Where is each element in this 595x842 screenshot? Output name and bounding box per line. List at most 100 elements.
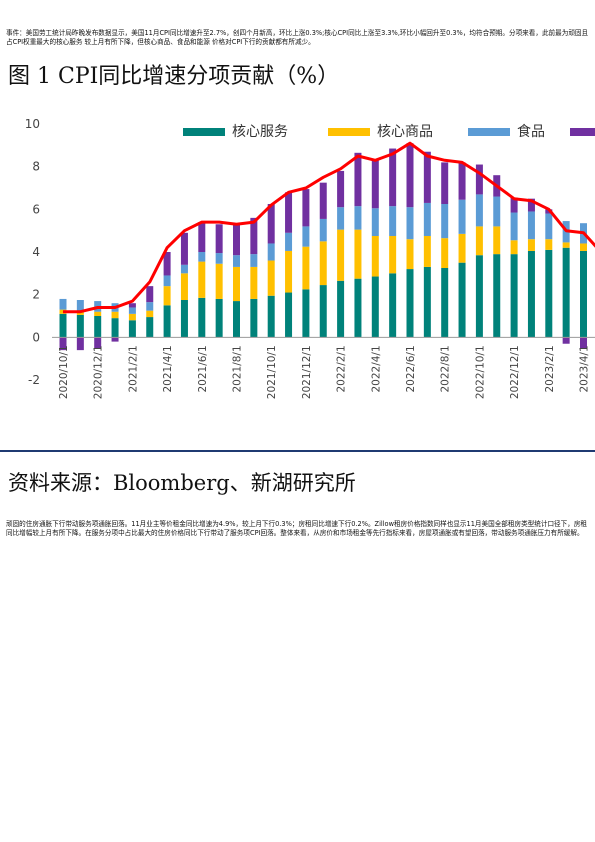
bar-core_services [59,313,67,338]
bar-food [337,207,345,230]
stacked-bar-chart: -2 0 2 4 6 8 10 2020/10/1 2020/12/1 2021/2/1 2021… [0,108,595,458]
bar-food [198,252,206,262]
figure-title: 图 1 CPI同比增速分项贡献（%） [8,64,340,89]
source-note: 资料来源：Bloomberg、新湖研究所 [8,471,356,495]
bar-core_goods [285,250,293,293]
bar-core_goods [128,313,136,321]
cpi-line [63,141,595,314]
x-tick-label: 2021/2/1 [127,345,139,392]
bar-core_services [545,249,553,338]
bar-core_services [337,280,345,338]
bar-core_goods [423,236,431,267]
bar-series [59,143,587,351]
bar-energy [198,222,206,252]
bar-energy [319,182,327,219]
bar-energy [267,204,275,244]
bar-energy [302,189,310,227]
bar-core_goods [94,311,102,316]
bar-core_services [198,297,206,338]
bar-energy [371,159,379,209]
x-tick-label: 2020/12/1 [93,345,105,399]
bar-energy [76,337,84,351]
x-tick-label: 2022/4/1 [370,345,382,392]
bar-core_services [76,314,84,338]
bar-energy [580,337,587,348]
bar-food [233,255,240,267]
bar-energy [215,224,223,254]
legend-label-core_services: 核心服务 [232,124,288,140]
bar-core_goods [111,311,119,319]
bar-energy [423,151,431,203]
cpi-line-series [63,141,595,314]
bar-food [389,206,397,236]
x-tick-label: 2021/8/1 [232,345,244,392]
bar-food [128,307,136,314]
bar-food [215,253,223,264]
bar-food [354,206,362,230]
bar-food [458,199,466,234]
bar-core_services [458,262,466,338]
bar-core_goods [250,266,258,299]
x-tick-label: 2020/10/1 [58,345,70,399]
y-axis: -2 0 2 4 6 8 10 [25,117,40,387]
chart-svg: -2 0 2 4 6 8 10 2020/10/1 2020/12/1 2021/2/1 2021… [0,117,595,452]
y-tick-label: 0 [32,330,40,344]
bar-energy [354,152,362,207]
bar-energy [441,162,449,204]
bar-core_goods [510,240,518,255]
bar-core_services [180,300,188,338]
bar-core_services [371,276,379,338]
bar-core_goods [337,229,345,281]
bar-food [59,298,67,310]
bar-core_goods [475,226,483,256]
bar-core_services [146,317,154,338]
bar-food [285,232,293,251]
bar-energy [527,198,535,212]
bar-core_services [493,254,501,338]
bar-food [267,243,275,261]
bar-food [423,202,431,236]
bar-energy [562,337,570,344]
bar-food [441,204,449,239]
x-tick-label: 2023/4/1 [579,345,591,392]
x-tick-label: 2022/12/1 [509,345,521,399]
bar-energy [128,303,136,308]
analysis-paragraph: 顽固的住房通胀下行带动服务项通胀回落。11月业主等价租金同比增速为4.9%，较上… [6,520,588,538]
bar-energy [406,143,414,208]
bar-food [146,302,154,311]
bar-core_services [111,318,119,338]
y-tick-label: -2 [28,373,40,387]
bar-energy [250,217,258,255]
y-tick-label: 2 [32,288,40,302]
bar-energy [146,286,154,303]
bar-energy [59,337,67,351]
bar-core_goods [406,239,414,270]
y-tick-label: 6 [32,202,40,216]
bar-core_goods [302,246,310,290]
legend-swatch-core_services [183,128,225,136]
bar-core_goods [267,260,275,296]
bar-core_goods [441,238,449,268]
bar-energy [475,164,483,195]
legend-label-food: 食品 [517,123,545,140]
legend: 核心服务核心商品食品能源 [183,123,595,140]
x-tick-label: 2021/4/1 [162,345,174,392]
bar-energy [94,337,102,348]
legend-swatch-food [468,128,510,136]
legend-swatch-core_goods [328,128,370,136]
x-tick-label: 2022/2/1 [336,345,348,392]
bar-core_goods [163,286,171,306]
x-tick-label: 2021/10/1 [266,345,278,399]
bar-energy [337,170,345,208]
bar-core_goods [233,266,240,302]
x-tick-label: 2022/8/1 [440,345,452,392]
bar-energy [180,232,188,265]
bar-core_goods [527,239,535,251]
bar-core_goods [493,226,501,255]
bar-core_goods [580,243,587,251]
bar-core_goods [458,233,466,263]
bar-core_services [510,254,518,338]
legend-label-core_goods: 核心商品 [377,124,433,140]
bar-energy [389,148,397,207]
x-tick-label: 2021/6/1 [197,345,209,392]
